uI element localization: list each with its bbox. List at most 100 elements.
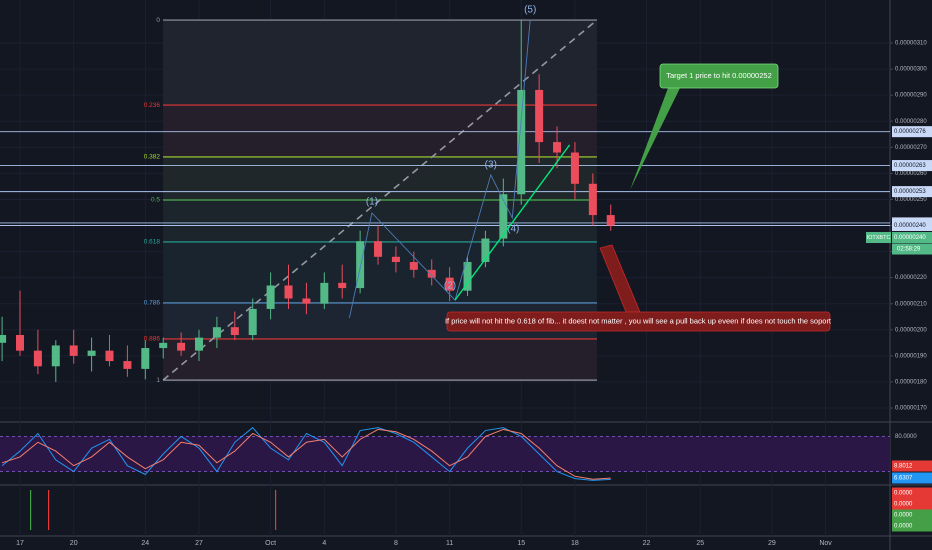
candle-body [606,215,615,226]
candle-body [177,342,186,351]
candle-body [427,269,436,278]
callout-text: If price will not hit the 0.618 of fib..… [445,316,832,325]
candle-body [15,335,24,351]
wave-label: (1) [366,197,378,208]
x-tick-label: 18 [571,540,579,547]
indicator-label: 0.0000 [894,524,913,530]
x-tick-label: 25 [696,540,704,547]
fib-zone [163,105,597,157]
x-tick-label: 15 [517,540,525,547]
candle-body [553,142,562,153]
oscillator-badge-label: 6.6307 [894,476,913,482]
indicator-label: 0.0000 [894,502,913,508]
fib-zone [163,156,597,200]
fib-ratio-label: 0.886 [144,336,161,343]
candle-body [481,238,490,263]
fib-zone [163,20,597,106]
y-tick-label: 0.00000310 [895,41,927,47]
indicator-spike [275,490,277,530]
candle-body [87,350,96,356]
callout-text: Target 1 price to hit 0.00000252 [666,71,772,80]
callout-box [659,63,779,89]
candle-body [230,327,239,336]
oscillator-band [0,436,890,472]
candle-body [33,350,42,367]
candle-body [499,194,508,239]
y-tick-label: 0.00000190 [895,353,927,359]
fib-ratio-label: 0.236 [144,102,161,109]
fib-ratio-label: 0.786 [144,300,161,307]
candle-body [535,89,544,143]
price-badge-label: 0.00000276 [894,129,926,135]
fib-ratio-label: 0.618 [144,239,161,246]
x-tick-label: Oct [265,540,276,547]
indicator-badge [892,520,932,532]
oscillator-badge [892,460,932,472]
candle-body [141,348,150,369]
y-tick-label: 0.00000260 [895,171,927,177]
x-tick-label: 24 [141,540,149,547]
last-price-label: 0.00000240 [894,235,926,241]
price-badge-label: 0.00000240 [894,223,926,229]
candle-body [159,342,168,349]
candle-body [374,241,383,257]
candle-body [123,361,132,369]
symbol-badge [866,232,891,244]
price-badge [892,160,932,172]
y-tick-label: 0.00000170 [895,406,927,412]
countdown-badge [892,243,932,255]
x-tick-label: 8 [394,540,398,547]
price-badge [892,186,932,198]
y-tick-label: 0.00000280 [895,119,927,125]
candle-body [266,285,275,309]
y-tick-label: 0.00000270 [895,145,927,151]
symbol-label: IOTXBTC [867,235,891,241]
indicator-label: 0.0000 [894,491,913,497]
candle-body [320,282,329,304]
candle-body [51,345,60,367]
y-tick-label: 0.00000220 [895,275,927,281]
oscillator-line [1,428,611,480]
price-badge-label: 0.00000253 [894,189,926,195]
y-tick-label: 0.00000210 [895,301,927,307]
candle-body [338,282,347,289]
y-tick-label: 0.00000180 [895,380,927,386]
x-tick-label: 4 [322,540,326,547]
candle-body [409,262,418,270]
candle-body [463,262,472,291]
candle-body [0,335,7,343]
fib-ratio-label: 0.5 [151,197,160,204]
wave-path [348,20,531,319]
candle-body [105,350,114,362]
callout-box [446,311,831,332]
trend-line [454,144,571,301]
x-tick-label: 22 [643,540,651,547]
x-tick-label: 17 [16,540,24,547]
oscillator-tick-label: 80.0000 [895,434,917,440]
fib-ratio-label: 1 [156,377,160,384]
candle-body [391,256,400,263]
x-tick-label: 27 [195,540,203,547]
fib-zone [163,338,597,381]
x-tick-label: Nov [819,540,832,547]
candle-body [195,337,204,351]
candle-body [445,277,454,291]
price-badge [892,126,932,138]
x-tick-label: 29 [768,540,776,547]
candle-body [570,152,579,184]
candle-body [302,298,311,304]
x-tick-label: 11 [446,540,453,547]
wave-label: (2) [444,281,456,292]
wave-label: (4) [507,224,519,235]
y-tick-label: 0.00000300 [895,67,927,73]
y-tick-label: 0.00000200 [895,327,927,333]
candle-body [356,241,365,289]
fib-ratio-label: 0.382 [144,154,161,161]
candle-body [588,183,597,216]
wave-label: (3) [485,160,497,171]
y-tick-label: 0.00000250 [895,197,927,203]
wave-label: (5) [524,5,536,16]
candle-body [248,308,257,336]
